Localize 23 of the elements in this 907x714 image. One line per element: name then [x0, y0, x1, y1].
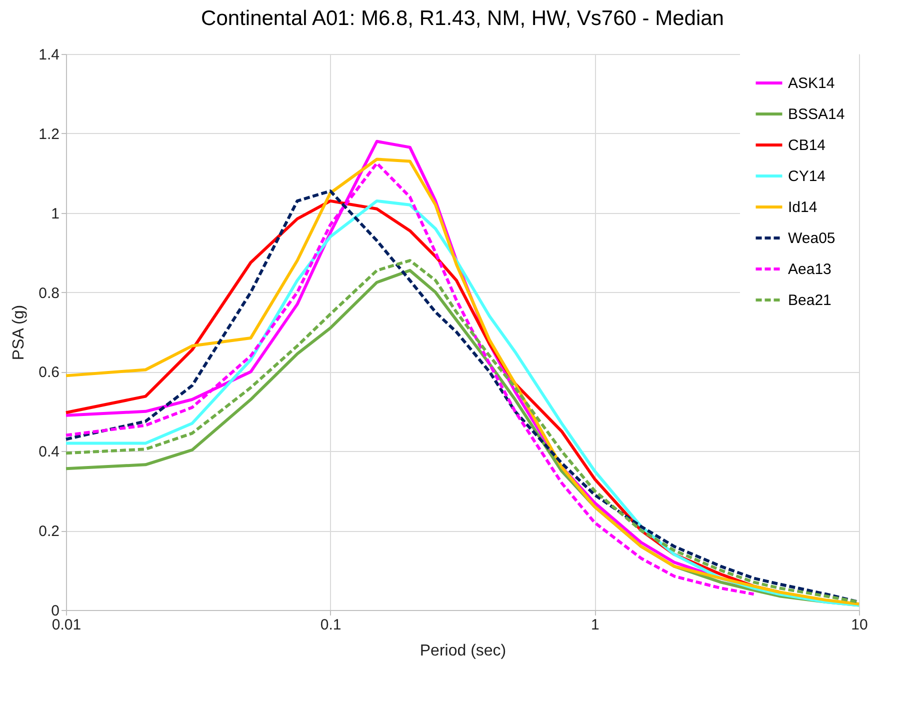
y-tick-label: 0.4	[38, 444, 60, 461]
legend-label: Id14	[788, 199, 818, 216]
x-tick-label: 0.1	[320, 616, 342, 634]
y-tick-label: 1.2	[38, 126, 60, 143]
x-tick-label: 1	[590, 616, 600, 634]
legend-label: CB14	[788, 137, 826, 154]
legend-label: BSSA14	[788, 106, 845, 123]
x-axis-title: Period (sec)	[420, 642, 506, 660]
x-tick-label: 10	[851, 616, 868, 634]
y-tick-label: 0	[51, 602, 60, 620]
y-tick-label: 1	[51, 205, 60, 222]
y-tick-label: 0.6	[38, 364, 60, 382]
legend-label: ASK14	[788, 75, 835, 92]
y-tick-label: 0.2	[38, 523, 60, 540]
y-tick-label: 0.8	[38, 284, 60, 302]
legend-label: Bea21	[788, 292, 832, 309]
x-tick-label: 0.01	[52, 616, 82, 634]
y-tick-label: 1.4	[38, 46, 60, 64]
legend-label: CY14	[788, 168, 826, 185]
legend-label: Wea05	[788, 230, 836, 247]
legend-label: Aea13	[788, 261, 832, 278]
y-axis-title: PSA (g)	[10, 304, 28, 360]
chart-title: Continental A01: M6.8, R1.43, NM, HW, Vs760 - Median	[201, 7, 724, 30]
